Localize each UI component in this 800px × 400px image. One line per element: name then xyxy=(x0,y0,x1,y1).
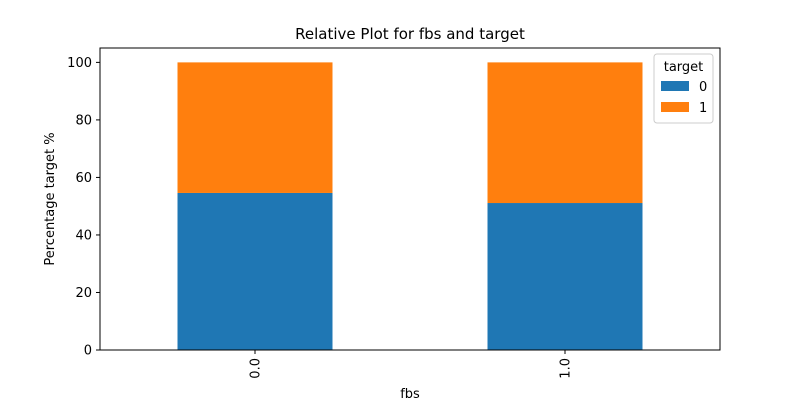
bar-0.0-series-1 xyxy=(177,62,333,193)
y-tick-label: 0 xyxy=(84,344,92,359)
x-axis: 0.0 1.0 xyxy=(249,350,574,379)
x-axis-label: fbs xyxy=(400,387,420,400)
x-tick-label: 1.0 xyxy=(559,358,574,379)
plot-frame xyxy=(99,47,721,351)
y-tick-label: 40 xyxy=(75,228,92,243)
legend-title: target xyxy=(664,60,704,75)
chart-title: Relative Plot for fbs and target xyxy=(295,25,525,43)
bars-layer xyxy=(177,62,643,350)
bar-1.0-series-1 xyxy=(487,62,643,204)
x-tick-label: 0.0 xyxy=(249,358,264,379)
legend-swatch-1 xyxy=(661,102,689,112)
y-tick-label: 100 xyxy=(67,56,92,71)
y-axis: 0 20 40 60 80 100 xyxy=(67,56,100,359)
y-tick-label: 60 xyxy=(75,171,92,186)
y-axis-label: Percentage target % xyxy=(43,132,58,265)
y-tick-label: 20 xyxy=(75,286,92,301)
legend: target 0 1 xyxy=(653,53,714,124)
bar-1.0-series-0 xyxy=(487,203,643,350)
y-tick-label: 80 xyxy=(75,113,92,128)
bar-0.0-series-0 xyxy=(177,192,333,350)
legend-label-1: 1 xyxy=(699,101,707,116)
legend-label-0: 0 xyxy=(699,80,707,95)
legend-swatch-0 xyxy=(661,81,689,91)
